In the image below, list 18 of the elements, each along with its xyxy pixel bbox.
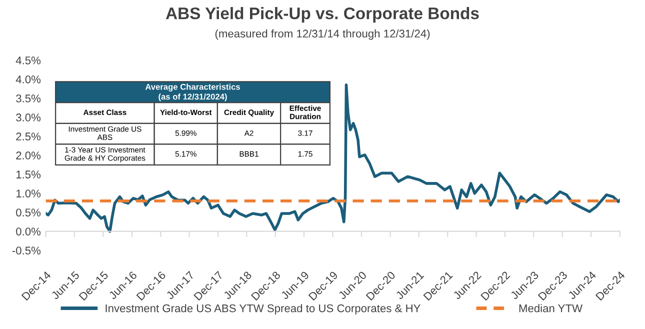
y-tick-label: -0.5% xyxy=(12,246,41,255)
legend-label: Median YTW xyxy=(519,304,582,312)
y-tick-label: 2.5% xyxy=(16,132,41,140)
y-tick-label: 3.0% xyxy=(16,114,41,122)
line-series xyxy=(46,84,620,233)
chart-title: ABS Yield Pick-Up vs. Corporate Bonds xyxy=(166,7,479,23)
y-tick-label: 0.5% xyxy=(16,208,41,216)
annotation: (as of 12/31/2024) xyxy=(158,94,227,102)
y-tick-label: 3.5% xyxy=(16,94,41,102)
y-tick-label: 4.5% xyxy=(16,56,41,64)
y-tick-label: 1.0% xyxy=(16,190,41,198)
y-tick-label: 4.0% xyxy=(16,75,41,84)
y-tick-label: 2.0% xyxy=(16,152,41,160)
legend-label: Investment Grade US ABS YTW Spread to US Corporates & HY xyxy=(106,304,420,314)
y-tick-label: 0.0% xyxy=(16,228,41,236)
y-tick-label: 1.5% xyxy=(16,170,41,178)
chart-subtitle: (measured from 12/31/14 through 12/31/24) xyxy=(215,29,430,40)
annotation: Average Characteristics xyxy=(145,84,240,92)
